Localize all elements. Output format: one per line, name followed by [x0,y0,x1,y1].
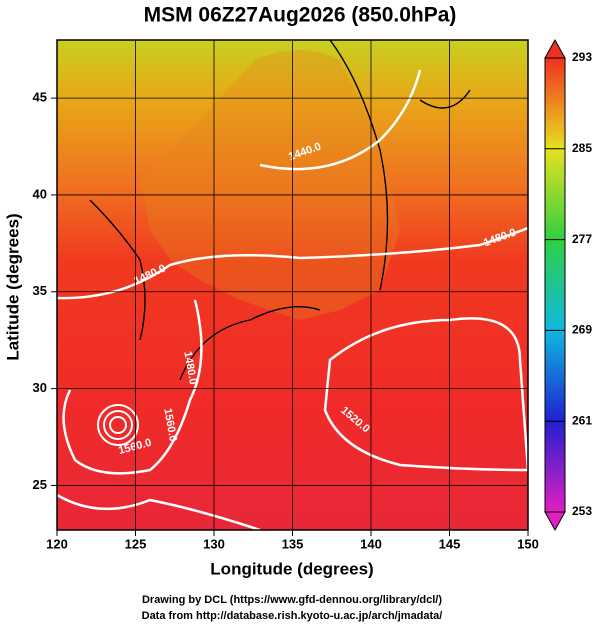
y-tick-label: 35 [33,283,47,298]
map-decoration [57,40,528,530]
contour-label: 1560.0 [161,407,179,442]
colorbar-tick-label: 261 [572,413,592,427]
y-tick-label: 40 [33,186,47,201]
x-tick-label: 145 [439,536,461,551]
x-axis-label: Longitude (degrees) [210,559,373,578]
x-tick-label: 120 [46,536,68,551]
footer-line: Data from http://database.rish.kyoto-u.a… [142,610,443,622]
y-tick-label: 45 [33,90,47,105]
y-tick-label: 25 [33,477,47,492]
colorbar-tick-label: 277 [572,232,592,246]
footer-line: Drawing by DCL (https://www.gfd-dennou.o… [142,594,442,606]
x-tick-label: 135 [282,536,304,551]
colorbar [544,57,566,513]
colorbar-tick-label: 253 [572,504,592,518]
x-tick-label: 150 [517,536,539,551]
colorbar-tick-label: 285 [572,141,592,155]
x-tick-label: 140 [360,536,382,551]
y-axis-label: Latitude (degrees) [3,213,22,360]
contour-label: 1480.0 [181,350,199,385]
y-tick-label: 30 [33,380,47,395]
colorbar-tick-label: 269 [572,323,592,337]
chart-title: MSM 06Z27Aug2026 (850.0hPa) [144,4,457,27]
colorbar-min-arrow [544,511,566,532]
colorbar-max-arrow [544,38,566,59]
x-tick-label: 130 [203,536,225,551]
x-tick-label: 125 [125,536,147,551]
colorbar-tick-label: 293 [572,50,592,64]
